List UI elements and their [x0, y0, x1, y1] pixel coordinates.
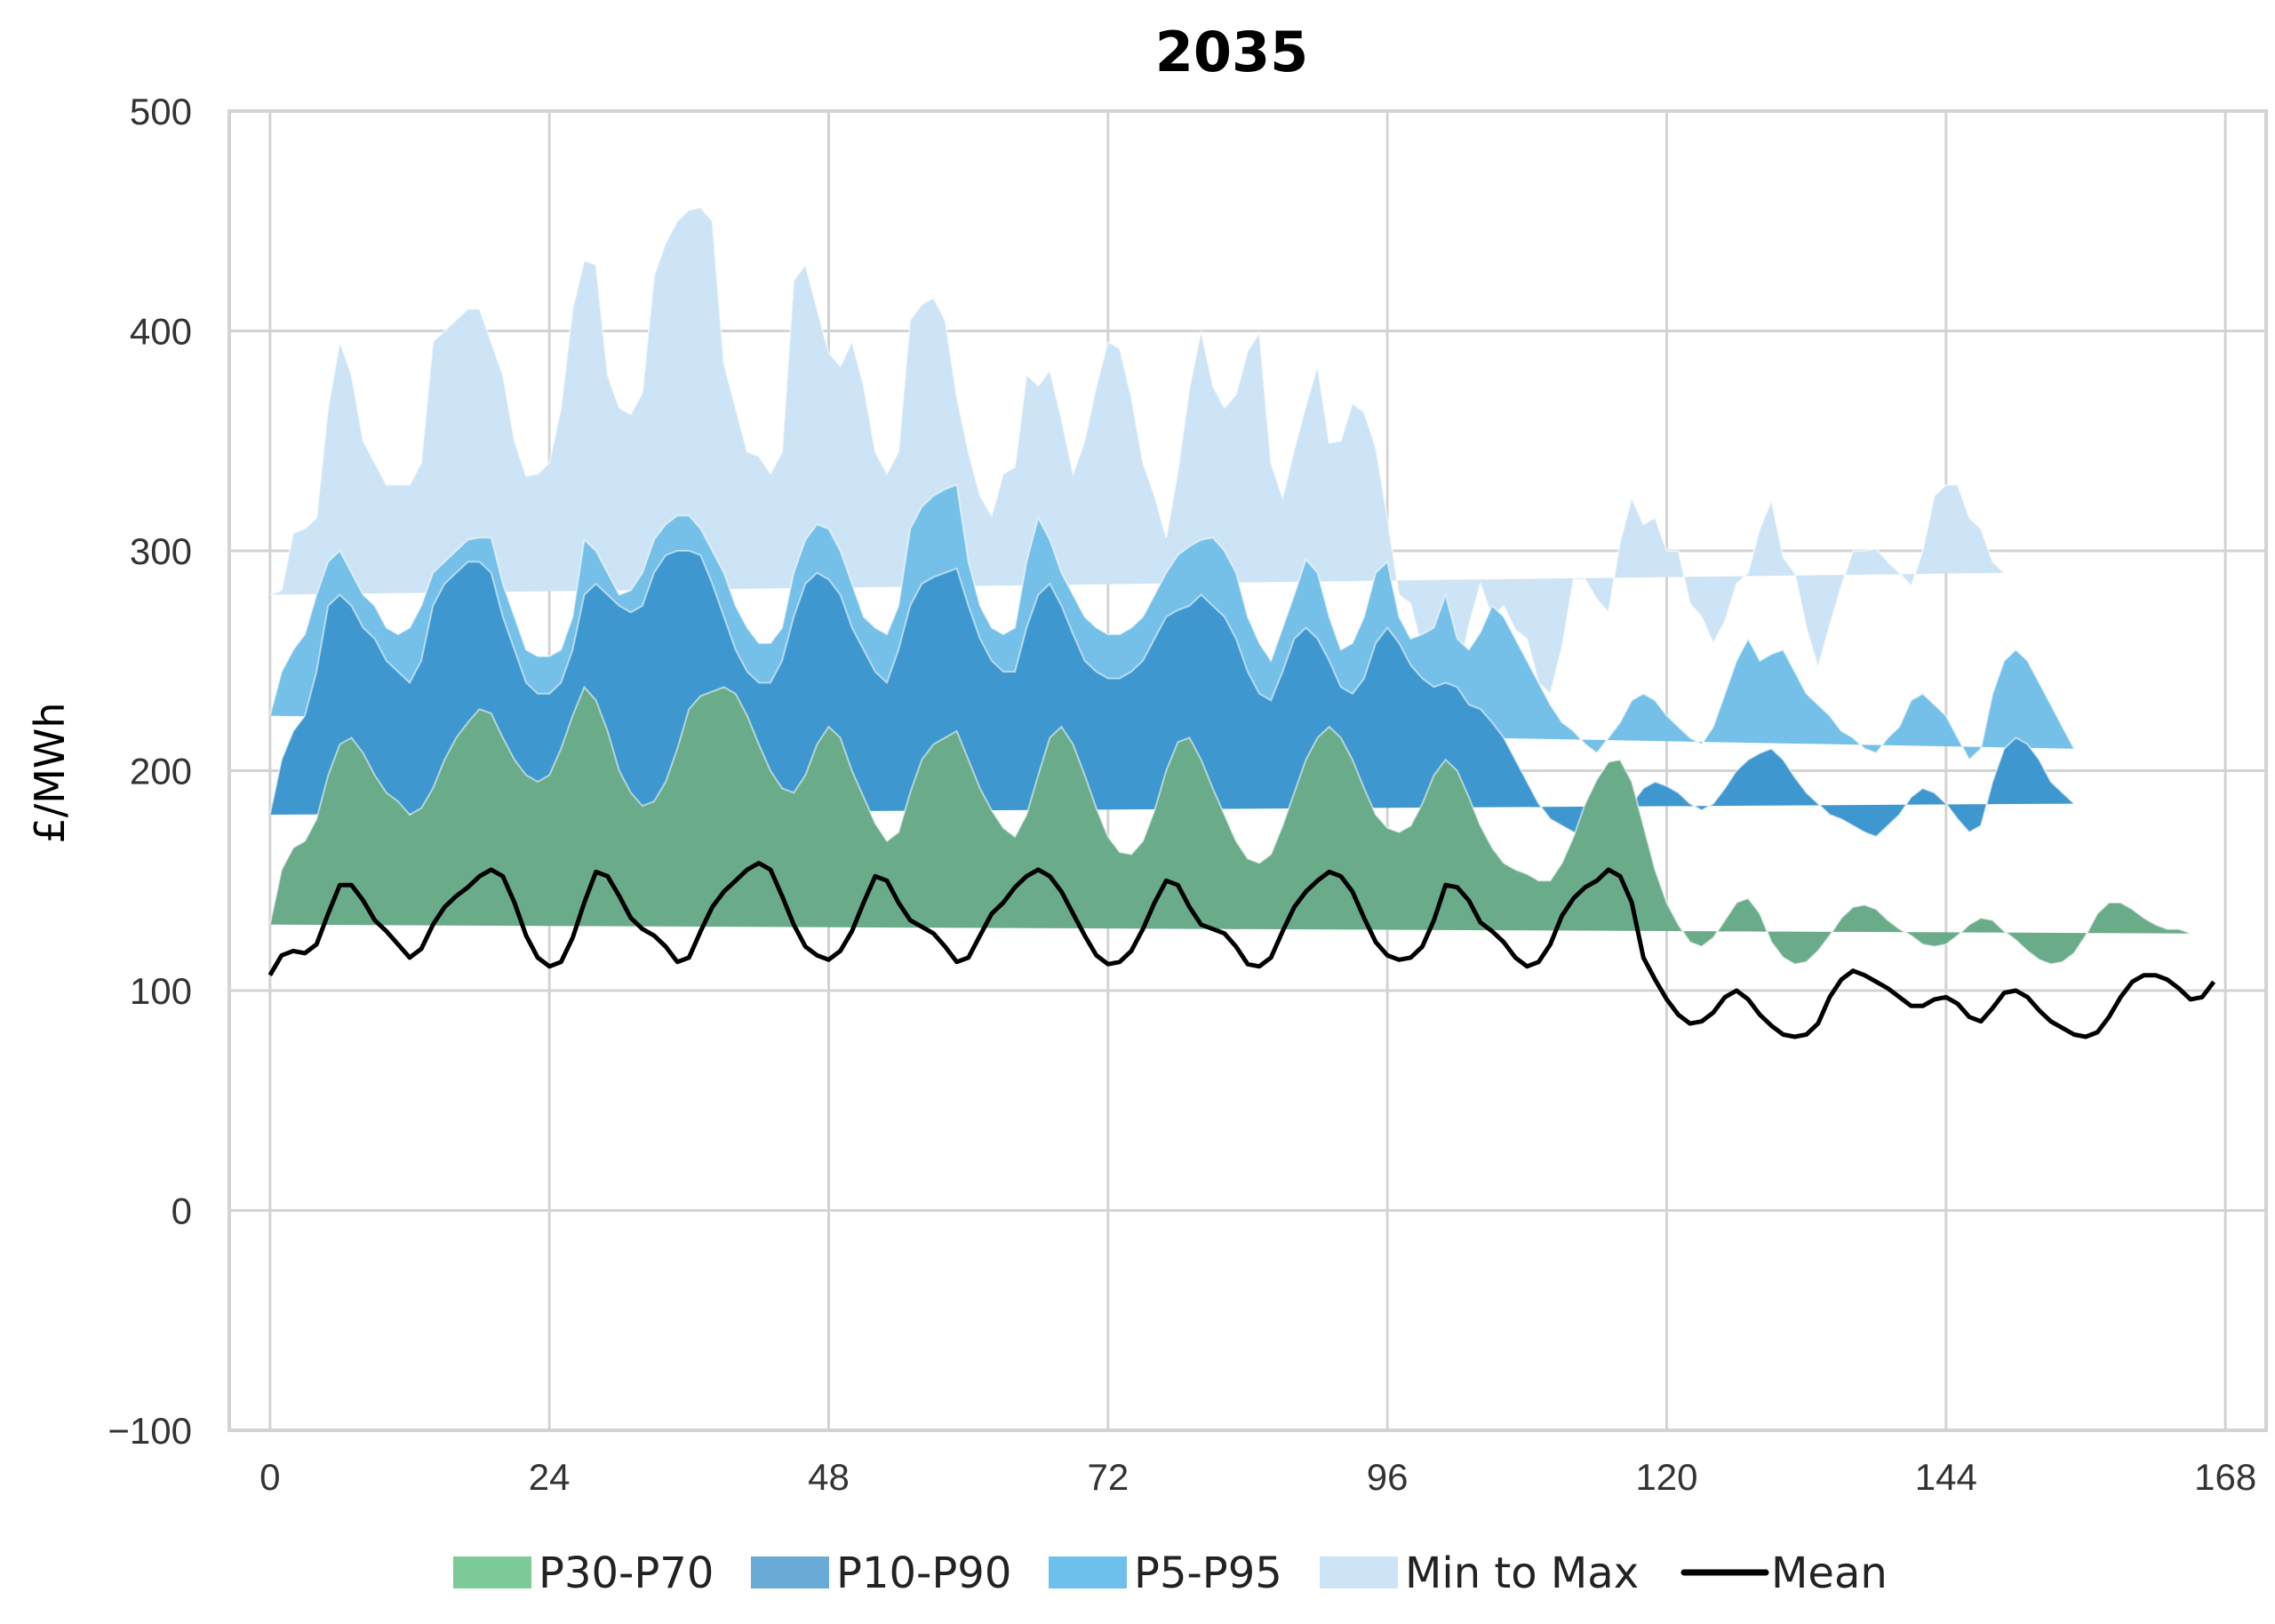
bands — [268, 206, 2191, 966]
legend-label: P30-P70 — [539, 1548, 714, 1598]
legend-item-mean: Mean — [1680, 1548, 1888, 1598]
y-tick-label: 300 — [130, 530, 192, 572]
x-tick-label: 0 — [259, 1456, 280, 1498]
mean-line — [267, 861, 2216, 1039]
legend-swatch — [1320, 1556, 1398, 1588]
x-tick-label: 144 — [1915, 1456, 1977, 1498]
y-tick-label: 500 — [130, 91, 192, 132]
legend-item-p10-p90: P10-P90 — [751, 1548, 1011, 1598]
chart-title: 2035 — [1155, 20, 1309, 84]
legend-item-p30-p70: P30-P70 — [453, 1548, 714, 1598]
axes: 0 24 48 72 96 120 144 168 −100 0 100 200 300 400 500 — [108, 91, 2268, 1498]
band-p30-p70 — [268, 685, 2191, 966]
legend-label: P5-P95 — [1134, 1548, 1282, 1598]
x-tick-label: 24 — [529, 1456, 571, 1498]
legend: P30-P70 P10-P90 P5-P95 Min to Max Mean — [453, 1548, 1888, 1598]
legend-item-min-to-max: Min to Max — [1320, 1548, 1639, 1598]
legend-label: Min to Max — [1405, 1548, 1639, 1598]
x-tick-label: 96 — [1367, 1456, 1409, 1498]
y-tick-label: 400 — [130, 311, 192, 353]
legend-swatch — [751, 1556, 829, 1588]
x-tick-label: 120 — [1635, 1456, 1697, 1498]
legend-item-p5-p95: P5-P95 — [1049, 1548, 1282, 1598]
y-tick-label: 200 — [130, 751, 192, 792]
x-tick-label: 168 — [2194, 1456, 2256, 1498]
y-tick-label: 0 — [172, 1190, 192, 1232]
legend-label: Mean — [1771, 1548, 1888, 1598]
y-tick-label: 100 — [130, 970, 192, 1012]
y-tick-label: −100 — [108, 1410, 192, 1452]
mean-series — [267, 861, 2216, 1039]
legend-swatch — [1049, 1556, 1127, 1588]
plot-frame — [228, 109, 2268, 1432]
legend-label: P10-P90 — [836, 1548, 1011, 1598]
legend-swatch — [453, 1556, 531, 1588]
x-tick-label: 48 — [808, 1456, 850, 1498]
y-axis-label: £/MWh — [26, 702, 74, 843]
x-tick-label: 72 — [1087, 1456, 1129, 1498]
